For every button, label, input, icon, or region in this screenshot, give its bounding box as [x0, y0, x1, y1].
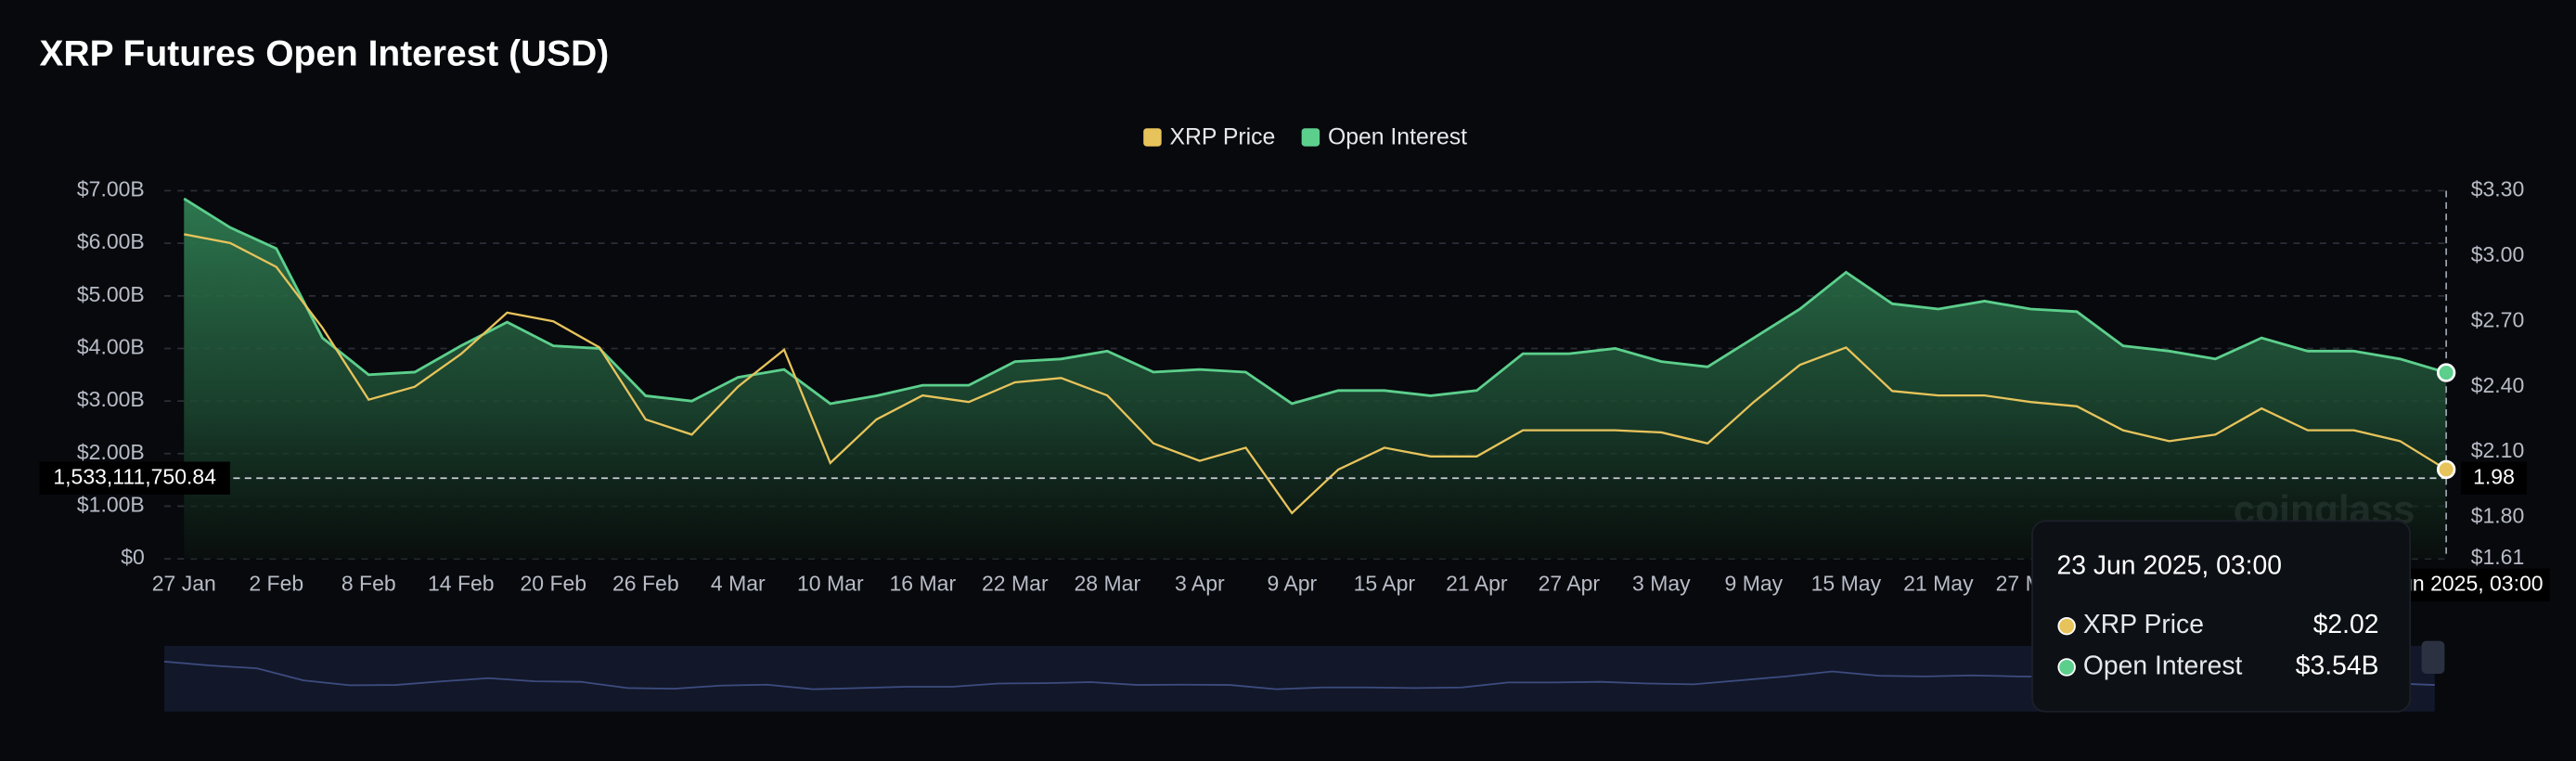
crosshair-y2-label: 1.98 — [2473, 464, 2515, 488]
y2-tick-label: $1.61 — [2471, 545, 2525, 569]
legend: XRP Price Open Interest — [1143, 124, 1467, 149]
x-tick-label: 21 May — [1903, 571, 1974, 595]
x-tick-label: 27 Apr — [1539, 571, 1601, 595]
x-tick-label: 22 Mar — [982, 571, 1049, 595]
tooltip-name: Open Interest — [2083, 651, 2243, 680]
x-tick-label: 9 Apr — [1267, 571, 1317, 595]
x-tick-label: 14 Feb — [428, 571, 495, 595]
y-tick-label: $4.00B — [77, 335, 145, 359]
x-tick-label: 3 Apr — [1175, 571, 1225, 595]
tooltip-dot — [2057, 658, 2076, 677]
y-tick-label: $6.00B — [77, 229, 145, 253]
x-tick-label: 10 Mar — [797, 571, 864, 595]
x-tick-label: 21 Apr — [1446, 571, 1508, 595]
end-dot — [2436, 459, 2456, 480]
x-tick-label: 20 Feb — [520, 571, 586, 595]
x-tick-label: 9 May — [1725, 571, 1784, 595]
y2-tick-label: $3.00 — [2471, 242, 2525, 266]
y2-tick-label: $2.40 — [2471, 373, 2525, 397]
tooltip-title: 23 Jun 2025, 03:00 — [2057, 550, 2282, 580]
y-tick-label: $7.00B — [77, 177, 145, 201]
tooltip-value: $2.02 — [2313, 610, 2379, 639]
x-tick-label: 28 Mar — [1075, 571, 1141, 595]
x-tick-label: 26 Feb — [612, 571, 679, 595]
y2-tick-label: $3.30 — [2471, 177, 2525, 201]
end-dot — [2436, 363, 2456, 382]
x-tick-label: 15 Apr — [1354, 571, 1416, 595]
tooltip-value: $3.54B — [2296, 651, 2379, 680]
tooltip-dot — [2057, 616, 2076, 636]
crosshair-y-label: 1,533,111,750.84 — [53, 464, 216, 488]
y2-tick-label: $2.70 — [2471, 307, 2525, 331]
area — [184, 199, 2447, 560]
x-tick-label: 27 Jan — [152, 571, 216, 595]
line — [183, 197, 2447, 406]
x-tick-label: 4 Mar — [711, 571, 766, 595]
x-tick-label: 15 May — [1811, 571, 1882, 595]
legend-swatch — [1301, 128, 1320, 147]
navigator-handle — [2421, 640, 2445, 675]
y-tick-label: $5.00B — [77, 282, 145, 306]
y-tick-label: $3.00B — [77, 387, 145, 411]
y-tick-label: $0 — [121, 545, 145, 569]
line — [184, 233, 2447, 515]
legend-label: XRP Price — [1170, 124, 1276, 149]
crosshair-label-box — [2461, 461, 2527, 495]
legend-label: Open Interest — [1328, 124, 1467, 149]
tooltip-name: XRP Price — [2083, 610, 2204, 639]
tooltip-box — [2031, 520, 2412, 713]
legend-swatch — [1143, 128, 1162, 147]
y-tick-label: $1.00B — [77, 493, 145, 517]
x-tick-label: 2 Feb — [249, 571, 303, 595]
chart-title: XRP Futures Open Interest (USD) — [39, 34, 609, 74]
x-tick-label: 3 May — [1632, 571, 1691, 595]
y-tick-label: $2.00B — [77, 440, 145, 464]
tooltip: 23 Jun 2025, 03:00 XRP Price $2.02 Open Int… — [2031, 520, 2412, 713]
x-tick-label: 8 Feb — [341, 571, 396, 595]
y2-tick-label: $2.10 — [2471, 438, 2525, 462]
x-tick-label: 16 Mar — [890, 571, 957, 595]
crosshair-label-box — [39, 461, 230, 495]
y2-tick-label: $1.80 — [2471, 504, 2525, 528]
